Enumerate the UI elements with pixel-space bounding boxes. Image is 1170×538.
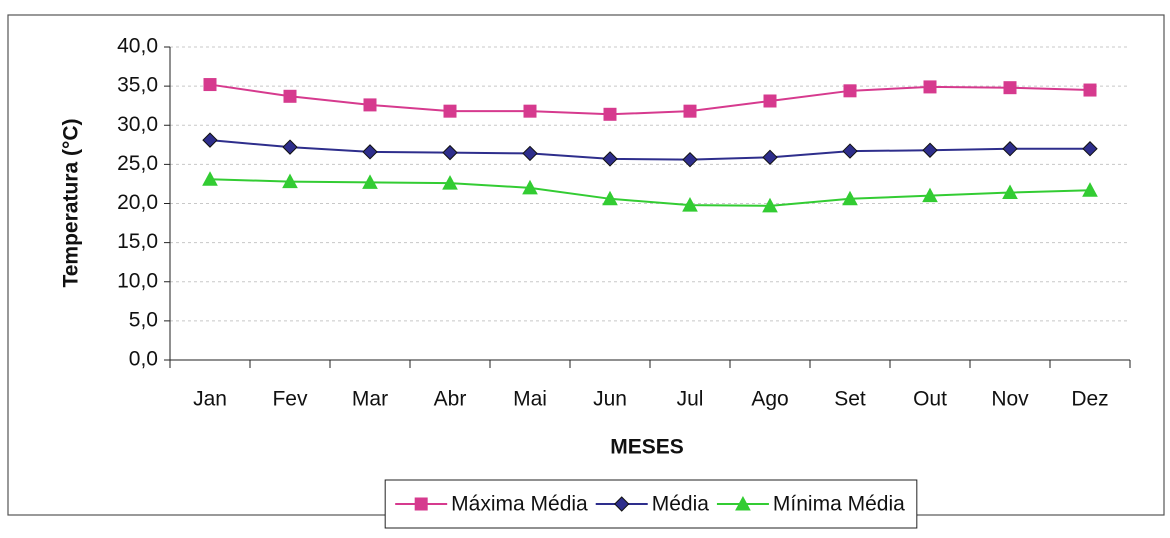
x-axis-label: MESES (610, 436, 684, 459)
legend-marker (614, 496, 630, 512)
series-line (209, 178, 1091, 207)
data-point (363, 98, 377, 112)
y-axis-label: Temperatura (°C) (60, 118, 83, 287)
legend-box (384, 479, 918, 529)
x-tick-label: Mar (352, 388, 388, 411)
data-point (1002, 184, 1018, 200)
legend-label: Mínima Média (773, 493, 905, 516)
legend-marker (735, 495, 751, 511)
data-point (282, 139, 298, 155)
x-tick-label: Out (913, 388, 947, 411)
data-point (443, 104, 457, 118)
data-point (922, 187, 938, 203)
data-point (762, 197, 778, 213)
y-tick-label: 35,0 (117, 74, 158, 97)
data-point (922, 142, 938, 158)
legend-marker (414, 497, 428, 511)
data-point (923, 80, 937, 94)
x-tick-label: Mai (513, 388, 547, 411)
data-point (682, 197, 698, 212)
data-point (602, 190, 618, 206)
chart-border (7, 14, 1165, 516)
y-tick-label: 5,0 (129, 308, 158, 331)
data-point (202, 171, 218, 186)
data-point (282, 173, 298, 189)
y-tick-label: 15,0 (117, 230, 158, 253)
data-point (842, 143, 858, 159)
data-point (362, 144, 378, 160)
y-tick-label: 10,0 (117, 269, 158, 292)
data-point (362, 174, 378, 189)
x-tick-label: Ago (751, 388, 788, 411)
data-point (763, 94, 777, 108)
data-point (602, 151, 618, 167)
data-point (1082, 141, 1098, 157)
series-line (209, 83, 1091, 116)
data-point (522, 145, 538, 162)
data-point (1002, 141, 1018, 157)
y-tick-label: 30,0 (117, 113, 158, 136)
data-point (842, 190, 858, 206)
series-line (209, 139, 1090, 161)
x-tick-label: Fev (272, 388, 308, 411)
legend-label: Máxima Média (451, 493, 588, 516)
data-point (603, 107, 617, 121)
y-tick-label: 20,0 (117, 191, 158, 214)
data-point (523, 104, 537, 118)
data-point (1003, 81, 1017, 95)
y-tick-label: 40,0 (117, 35, 158, 58)
x-tick-label: Jan (193, 388, 227, 411)
data-point (442, 175, 458, 190)
data-point (283, 89, 297, 103)
x-tick-label: Jul (677, 388, 704, 411)
data-point (1083, 83, 1097, 97)
data-point (522, 179, 538, 195)
x-tick-label: Jun (593, 388, 627, 411)
data-point (682, 151, 698, 168)
data-point (683, 104, 697, 118)
x-tick-label: Dez (1071, 388, 1108, 411)
data-point (762, 149, 778, 166)
legend-label: Média (652, 493, 710, 516)
data-point (202, 132, 218, 148)
data-point (843, 84, 857, 98)
x-tick-label: Set (834, 388, 866, 411)
data-point (1082, 182, 1098, 197)
x-tick-label: Nov (991, 388, 1029, 411)
x-tick-label: Abr (434, 388, 467, 411)
data-point (442, 144, 458, 161)
y-tick-label: 25,0 (117, 152, 158, 175)
y-tick-label: 0,0 (129, 348, 158, 371)
data-point (203, 78, 217, 92)
